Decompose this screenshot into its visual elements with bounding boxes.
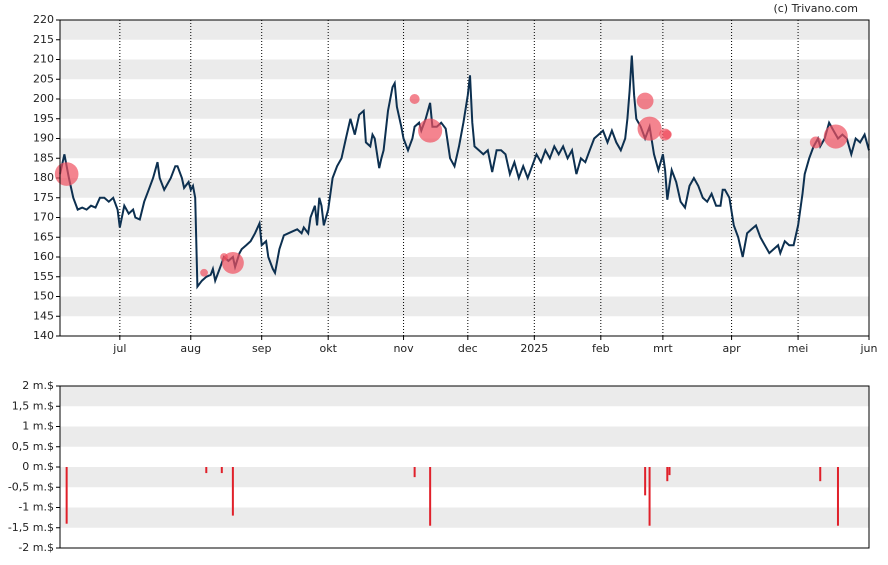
bar <box>819 467 822 482</box>
bar <box>836 467 839 526</box>
y-tick-label: 165 <box>33 230 54 243</box>
grid-band <box>60 59 869 80</box>
y-tick-label: 0 m.$ <box>22 460 54 473</box>
bar <box>429 467 432 526</box>
y-tick-label: 215 <box>33 33 54 46</box>
x-tick-label: dec <box>458 342 478 355</box>
y-tick-label: 160 <box>33 250 54 263</box>
bar <box>231 467 234 516</box>
bar <box>648 467 651 526</box>
x-tick-label: mei <box>788 342 809 355</box>
x-tick-label: 2025 <box>520 342 548 355</box>
grid-band <box>60 217 869 238</box>
trade-bubble <box>409 94 420 104</box>
trade-bubble <box>200 268 208 277</box>
bar <box>666 467 669 482</box>
y-tick-label: 0,5 m.$ <box>12 440 54 453</box>
y-tick-label: 220 <box>33 13 54 26</box>
y-tick-label: 205 <box>33 72 54 85</box>
grid-band <box>60 507 869 528</box>
grid-band <box>60 426 869 447</box>
grid-band <box>60 467 869 488</box>
trade-bubble <box>809 136 822 149</box>
y-tick-label: 190 <box>33 132 54 145</box>
y-tick-label: 185 <box>33 151 54 164</box>
grid-band <box>60 386 869 407</box>
grid-band <box>60 257 869 277</box>
grid-band <box>60 296 869 317</box>
bar <box>668 467 671 476</box>
x-tick-label: aug <box>180 342 201 355</box>
y-tick-label: 2 m.$ <box>22 379 54 392</box>
trade-bubble <box>662 130 672 140</box>
price-line <box>59 55 870 290</box>
plot-frame <box>59 385 870 549</box>
x-tick-label: jul <box>112 342 126 355</box>
x-tick-label: okt <box>319 342 337 355</box>
y-tick-label: 170 <box>33 211 54 224</box>
bar <box>413 467 416 478</box>
credit: (c) Trivano.com <box>773 2 858 15</box>
bar <box>205 467 208 474</box>
y-tick-label: -0,5 m.$ <box>8 480 54 493</box>
x-tick-label: jun <box>860 342 878 355</box>
x-tick-label: apr <box>722 342 741 355</box>
grid-band <box>60 138 869 159</box>
bar <box>220 467 223 474</box>
x-tick-label: nov <box>393 342 414 355</box>
y-tick-label: 175 <box>33 191 54 204</box>
y-tick-label: 1 m.$ <box>22 420 54 433</box>
grid-band <box>60 99 869 119</box>
y-tick-label: 140 <box>33 329 54 342</box>
y-tick-label: 180 <box>33 171 54 184</box>
trade-bubble <box>823 124 848 149</box>
trade-bubble <box>54 162 79 186</box>
trade-bubble <box>221 251 244 274</box>
x-tick-label: feb <box>592 342 610 355</box>
trade-bubble <box>636 92 654 110</box>
y-tick-label: -1,5 m.$ <box>8 521 54 534</box>
x-tick-label: mrt <box>653 342 673 355</box>
y-tick-label: 1,5 m.$ <box>12 399 54 412</box>
bar <box>65 467 68 524</box>
y-tick-label: 200 <box>33 92 54 105</box>
trade-bubble <box>637 116 662 141</box>
y-tick-label: 195 <box>33 112 54 125</box>
trade-bubble <box>418 118 443 143</box>
y-tick-label: 210 <box>33 53 54 66</box>
grid-band <box>60 178 869 198</box>
y-tick-label: 145 <box>33 309 54 322</box>
bar <box>644 467 647 496</box>
y-tick-label: -2 m.$ <box>18 541 54 554</box>
plot-frame <box>59 19 870 337</box>
y-tick-label: 150 <box>33 290 54 303</box>
x-tick-label: sep <box>252 342 271 355</box>
y-tick-label: -1 m.$ <box>18 501 54 514</box>
grid-band <box>60 20 869 40</box>
y-tick-label: 155 <box>33 270 54 283</box>
